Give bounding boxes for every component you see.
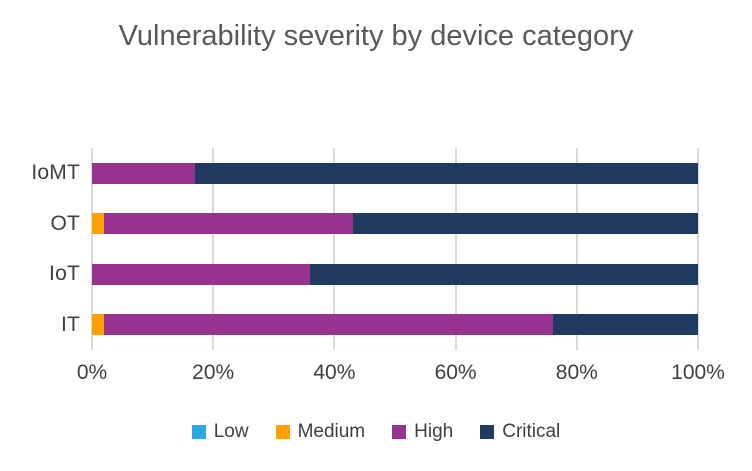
bar-row-ot bbox=[92, 199, 698, 250]
gridline bbox=[91, 148, 93, 350]
bar-row-iot bbox=[92, 249, 698, 300]
legend-item-medium: Medium bbox=[275, 421, 366, 443]
x-tick-label: 40% bbox=[313, 361, 356, 384]
bar-stack bbox=[92, 213, 698, 235]
bar-segment-critical bbox=[310, 263, 698, 285]
legend-label: Medium bbox=[297, 421, 366, 442]
gridline bbox=[333, 148, 336, 350]
chart-title: Vulnerability severity by device categor… bbox=[118, 20, 634, 52]
legend-label: Critical bbox=[502, 421, 561, 442]
plot-area bbox=[91, 148, 699, 350]
category-axis: IoMT OT IoT IT bbox=[0, 148, 80, 350]
bar-segment-critical bbox=[195, 162, 698, 184]
legend-swatch-high bbox=[392, 425, 407, 439]
bar-segment-critical bbox=[552, 314, 698, 336]
x-tick-label: 0% bbox=[76, 361, 108, 384]
bar-stack bbox=[92, 263, 698, 285]
bar-segment-critical bbox=[352, 213, 698, 235]
bar-segment-high bbox=[92, 162, 196, 184]
legend-swatch-critical bbox=[480, 425, 495, 439]
bar-segment-high bbox=[104, 314, 553, 336]
bar-segment-high bbox=[92, 263, 311, 285]
bar-segment-medium bbox=[92, 213, 105, 235]
category-label-it: IT bbox=[60, 312, 80, 336]
legend-swatch-low bbox=[191, 425, 206, 439]
bar-stack bbox=[92, 162, 698, 184]
category-label-iot: IoT bbox=[49, 262, 80, 286]
gridline bbox=[212, 148, 215, 350]
legend: Low Medium High Critical bbox=[0, 421, 752, 443]
bar-segment-high bbox=[104, 213, 353, 235]
x-tick-label: 100% bbox=[671, 361, 725, 384]
legend-item-low: Low bbox=[191, 421, 249, 443]
x-tick-label: 20% bbox=[192, 361, 235, 384]
legend-item-critical: Critical bbox=[480, 421, 560, 443]
bar-row-iomt bbox=[92, 148, 698, 199]
bar-segment-medium bbox=[92, 314, 105, 336]
gridline bbox=[697, 148, 699, 350]
category-label-iomt: IoMT bbox=[31, 161, 80, 185]
legend-label: Low bbox=[213, 421, 249, 442]
bar-stack bbox=[92, 314, 698, 336]
category-label-ot: OT bbox=[50, 211, 80, 235]
legend-item-high: High bbox=[392, 421, 453, 443]
legend-label: High bbox=[414, 421, 454, 442]
bar-row-it bbox=[92, 300, 698, 351]
x-tick-label: 80% bbox=[555, 361, 598, 384]
x-axis: 0% 20% 40% 60% 80% 100% bbox=[77, 361, 725, 389]
gridline bbox=[575, 148, 578, 350]
bar-rows bbox=[92, 148, 698, 350]
x-tick-label: 60% bbox=[434, 361, 477, 384]
gridline bbox=[454, 148, 457, 350]
legend-swatch-medium bbox=[275, 425, 290, 439]
